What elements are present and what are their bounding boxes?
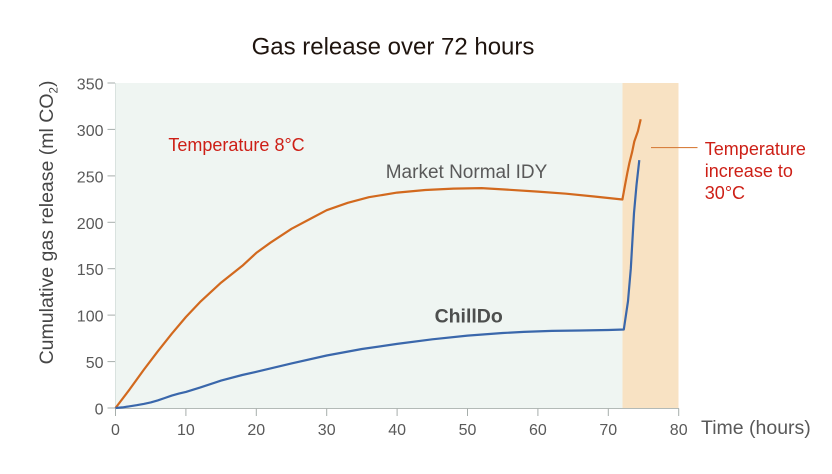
svg-text:30°C: 30°C [705, 183, 745, 203]
svg-text:200: 200 [77, 216, 104, 233]
svg-text:300: 300 [77, 123, 104, 140]
svg-text:Market Normal IDY: Market Normal IDY [386, 162, 548, 183]
svg-text:50: 50 [459, 422, 477, 439]
svg-text:ChillDo: ChillDo [435, 306, 503, 328]
svg-text:Gas release over 72 hours: Gas release over 72 hours [252, 34, 535, 61]
svg-text:increase to: increase to [705, 161, 793, 181]
svg-text:10: 10 [177, 422, 195, 439]
svg-text:70: 70 [599, 422, 617, 439]
svg-text:0: 0 [95, 402, 104, 419]
svg-text:20: 20 [247, 422, 265, 439]
svg-text:350: 350 [77, 77, 104, 94]
svg-text:Temperature 8°C: Temperature 8°C [168, 135, 304, 155]
svg-text:100: 100 [77, 309, 104, 326]
svg-text:60: 60 [529, 422, 547, 439]
svg-text:0: 0 [111, 422, 120, 439]
svg-text:40: 40 [388, 422, 406, 439]
svg-text:30: 30 [318, 422, 336, 439]
svg-text:250: 250 [77, 169, 104, 186]
svg-text:50: 50 [86, 355, 104, 372]
svg-text:80: 80 [670, 422, 688, 439]
svg-text:Cumulative gas release (ml CO2: Cumulative gas release (ml CO2) [36, 81, 61, 365]
svg-text:Time (hours): Time (hours) [701, 417, 811, 439]
svg-text:Temperature: Temperature [705, 139, 806, 159]
svg-text:150: 150 [77, 262, 104, 279]
